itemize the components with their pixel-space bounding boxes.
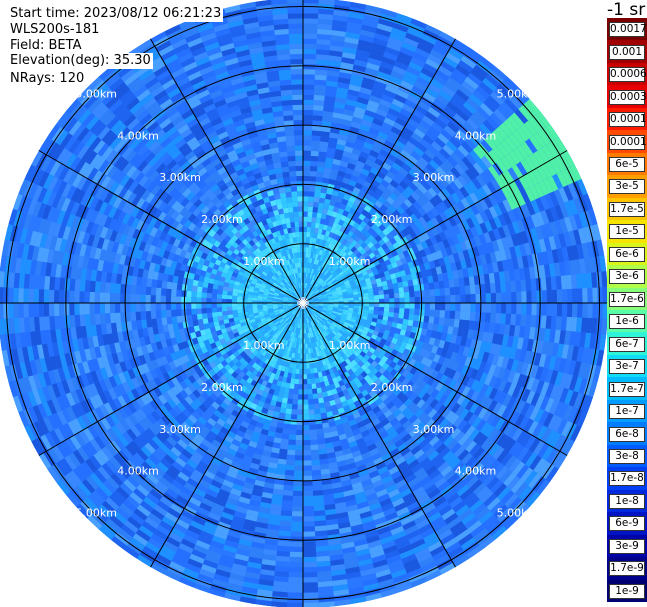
colorbar-label: 0.0001 <box>609 134 647 150</box>
colorbar-label: 1.7e-7 <box>609 381 645 397</box>
colorbar-label: 0.0006 <box>609 67 647 83</box>
range-label: 4.00km <box>455 465 497 478</box>
range-labels: 1.00km 1.00km 1.00km 1.00km 2.00km 2.00km 2.00… <box>75 87 538 519</box>
range-label: 1.00km <box>243 255 285 268</box>
range-label: 5.00km <box>75 507 117 520</box>
colorbar-label: 1e-8 <box>609 493 645 509</box>
range-label: 2.00km <box>371 381 413 394</box>
colorbar-label: 1.7e-5 <box>609 201 645 217</box>
colorbar: 0.0017 0.001 0.0006 0.0003 0.00017 0.0001 6e-5… <box>607 18 647 603</box>
colorbar-label: 6e-8 <box>609 426 645 442</box>
colorbar-label: 0.0017 <box>609 22 647 38</box>
range-label: 1.00km <box>243 339 285 352</box>
instrument-label: WLS200s-181 <box>8 22 102 38</box>
ppi-plot: 1.00km 1.00km 1.00km 1.00km 2.00km 2.00km 2.00… <box>0 0 607 607</box>
range-label: 4.00km <box>117 129 159 142</box>
colorbar-label: 3e-8 <box>609 449 645 464</box>
colorbar-label: 6e-6 <box>609 246 645 262</box>
start-time-label: Start time: 2023/08/12 06:21:23 <box>8 6 224 22</box>
range-label: 5.00km <box>497 87 539 100</box>
colorbar-label: 1.7e-6 <box>609 291 645 307</box>
data-field <box>0 0 607 607</box>
range-label: 2.00km <box>201 213 243 226</box>
range-label: 1.00km <box>329 255 371 268</box>
colorbar-label: 3e-6 <box>609 269 645 285</box>
range-label: 3.00km <box>159 423 201 436</box>
colorbar-label: 1.7e-9 <box>609 561 645 577</box>
range-label: 5.00km <box>75 87 117 100</box>
colorbar-unit: -1 sr <box>607 0 646 20</box>
radar-center-marker <box>297 297 309 309</box>
colorbar-label: 6e-5 <box>609 157 645 172</box>
colorbar-label: 6e-9 <box>609 516 645 532</box>
colorbar-label: 1e-6 <box>609 314 645 330</box>
colorbar-label: 1e-5 <box>609 224 645 240</box>
range-label: 5.00km <box>497 507 539 520</box>
range-label: 3.00km <box>159 171 201 184</box>
colorbar-label: 0.0003 <box>609 89 647 105</box>
field-label: Field: BETA <box>8 38 84 54</box>
range-label: 3.00km <box>413 171 455 184</box>
colorbar-label: 0.00017 <box>609 112 647 128</box>
colorbar-label: 6e-7 <box>609 336 645 352</box>
colorbar-label: 3e-7 <box>609 359 645 375</box>
colorbar-label: 3e-5 <box>609 179 645 195</box>
range-label: 4.00km <box>117 465 159 478</box>
range-label: 2.00km <box>201 381 243 394</box>
elevation-label: Elevation(deg): 35.30 <box>8 53 153 69</box>
colorbar-label: 1e-9 <box>609 583 645 599</box>
range-label: 2.00km <box>371 213 413 226</box>
range-label: 1.00km <box>329 339 371 352</box>
range-label: 4.00km <box>455 129 497 142</box>
colorbar-label: 1.7e-8 <box>609 471 645 487</box>
colorbar-label: 1e-7 <box>609 404 645 420</box>
colorbar-label: 0.001 <box>609 44 645 60</box>
colorbar-label: 3e-9 <box>609 538 645 554</box>
range-label: 3.00km <box>413 423 455 436</box>
nrays-label: NRays: 120 <box>8 71 87 87</box>
